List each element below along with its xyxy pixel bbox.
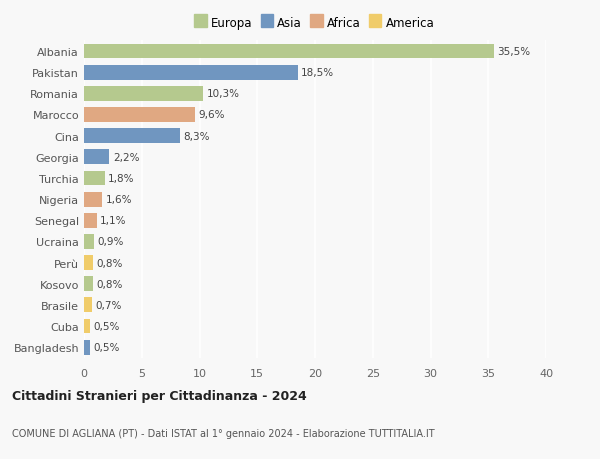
Bar [84, 171, 105, 186]
Bar [84, 129, 180, 144]
Text: 1,8%: 1,8% [108, 174, 135, 184]
Text: 0,5%: 0,5% [93, 342, 119, 353]
Text: COMUNE DI AGLIANA (PT) - Dati ISTAT al 1° gennaio 2024 - Elaborazione TUTTITALIA: COMUNE DI AGLIANA (PT) - Dati ISTAT al 1… [12, 428, 434, 438]
Bar [84, 256, 93, 270]
Bar [84, 108, 195, 123]
Bar [84, 277, 93, 291]
Bar [84, 87, 203, 101]
Bar [84, 192, 103, 207]
Text: 2,2%: 2,2% [113, 152, 139, 162]
Text: 0,7%: 0,7% [95, 300, 122, 310]
Bar [84, 340, 90, 355]
Bar [84, 213, 97, 228]
Bar [84, 66, 298, 80]
Text: Cittadini Stranieri per Cittadinanza - 2024: Cittadini Stranieri per Cittadinanza - 2… [12, 389, 307, 403]
Text: 35,5%: 35,5% [497, 47, 530, 57]
Text: 9,6%: 9,6% [199, 110, 225, 120]
Text: 0,9%: 0,9% [98, 237, 124, 247]
Text: 18,5%: 18,5% [301, 68, 334, 78]
Bar [84, 150, 109, 165]
Bar [84, 235, 94, 249]
Bar [84, 319, 90, 334]
Text: 1,6%: 1,6% [106, 195, 133, 205]
Text: 10,3%: 10,3% [206, 89, 239, 99]
Bar [84, 298, 92, 313]
Text: 0,5%: 0,5% [93, 321, 119, 331]
Text: 0,8%: 0,8% [97, 258, 123, 268]
Text: 1,1%: 1,1% [100, 216, 127, 226]
Text: 0,8%: 0,8% [97, 279, 123, 289]
Text: 8,3%: 8,3% [184, 131, 210, 141]
Legend: Europa, Asia, Africa, America: Europa, Asia, Africa, America [191, 12, 439, 35]
Bar [84, 45, 494, 59]
